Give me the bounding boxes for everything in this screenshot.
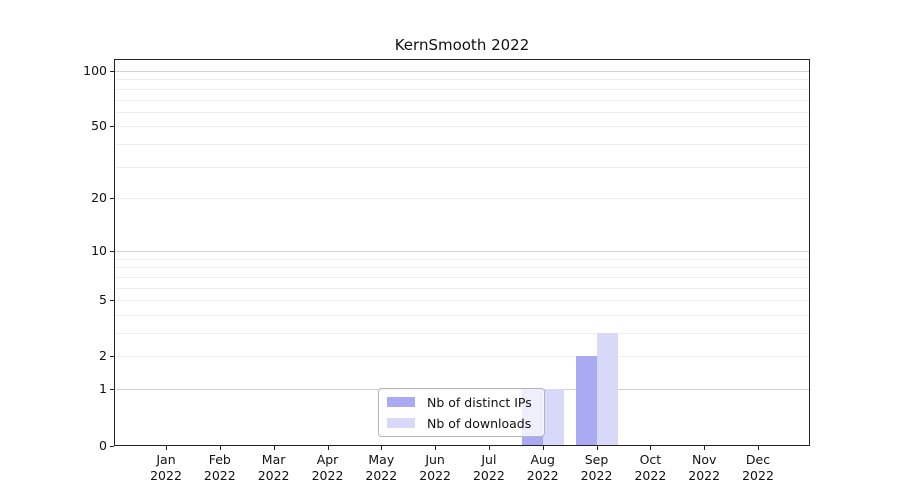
x-tick-year: 2022 [150,468,182,483]
x-tick-year: 2022 [580,468,613,483]
x-tick [327,446,329,450]
gridline-minor [115,287,809,289]
x-tick-month: Aug [530,452,555,467]
gridline-minor [115,356,809,358]
legend: Nb of distinct IPs Nb of downloads [378,388,545,437]
bar-nb-of-distinct-ips-sep [575,356,597,446]
x-tick [381,446,383,450]
y-tick-label: 10 [91,242,107,258]
x-tick-label: May 2022 [349,452,413,484]
y-tick-label: 50 [91,118,107,134]
bar-nb-of-downloads-sep [596,333,618,446]
gridline-minor [115,267,809,269]
legend-label-distinct-ips: Nb of distinct IPs [427,394,532,410]
gridline-minor [115,258,809,260]
x-tick-year: 2022 [311,468,344,483]
bar-nb-of-downloads-aug [542,389,564,446]
gridline-minor [115,88,809,90]
x-tick-year: 2022 [634,468,667,483]
x-tick [488,446,490,450]
x-tick-month: Mar [261,452,286,467]
gridline-minor [115,79,809,81]
chart-title: KernSmooth 2022 [394,36,530,54]
gridline-minor [115,166,809,168]
legend-entry-downloads: Nb of downloads [387,414,536,432]
legend-swatch-distinct-ips [387,397,415,407]
x-tick-year: 2022 [742,468,774,483]
legend-label-downloads: Nb of downloads [427,415,532,431]
legend-entry-distinct-ips: Nb of distinct IPs [387,393,536,411]
gridline-major [115,70,809,72]
x-tick [219,446,221,450]
x-tick-year: 2022 [419,468,451,483]
x-tick-month: Nov [691,452,717,467]
x-tick-year: 2022 [257,468,290,483]
x-tick-month: Apr [316,452,339,467]
x-tick-month: Feb [208,452,231,467]
y-tick [110,250,114,252]
y-tick [110,198,114,200]
y-tick-label: 100 [83,62,107,78]
y-tick-label: 0 [99,437,107,453]
x-tick [704,446,706,450]
gridline-minor [115,300,809,302]
x-tick-month: Oct [639,452,662,467]
x-tick-year: 2022 [526,468,559,483]
x-tick-year: 2022 [472,468,505,483]
x-tick-month: May [368,452,395,467]
x-tick-year: 2022 [203,468,236,483]
gridline-minor [115,99,809,101]
gridline-minor [115,144,809,146]
x-tick [758,446,759,450]
y-tick [110,70,114,72]
x-tick-year: 2022 [688,468,721,483]
y-tick [110,356,114,358]
x-tick-label: Feb 2022 [188,452,252,484]
y-tick-label: 20 [91,190,107,206]
y-tick-label: 2 [99,348,107,364]
gridline-minor [115,111,809,113]
x-tick-label: Dec 2022 [726,452,790,484]
gridline-minor [115,333,809,334]
x-tick-month: Dec [745,452,771,467]
x-tick-label: Jan 2022 [134,452,198,484]
x-tick-month: Jun [425,452,445,467]
x-tick-year: 2022 [365,468,398,483]
gridline-minor [115,126,809,128]
x-tick [166,446,167,450]
x-tick-month: Sep [584,452,609,467]
gridline-minor [115,198,809,200]
y-tick-label: 5 [99,292,107,308]
x-tick-label: Oct 2022 [618,452,682,484]
y-tick [110,126,114,128]
y-tick-label: 1 [99,381,107,397]
x-tick-label: Jul 2022 [457,452,521,484]
x-tick [273,446,275,450]
x-tick [596,446,598,450]
gridline-minor [115,314,809,316]
y-tick [110,445,114,447]
x-tick-month: Jan [156,452,176,467]
gridline-major [115,250,809,252]
x-tick [542,446,544,450]
x-tick-label: Aug 2022 [511,452,575,484]
x-tick [435,446,437,450]
x-tick [650,446,652,450]
y-tick [110,300,114,302]
legend-swatch-downloads [387,418,415,428]
gridline-minor [115,276,809,278]
x-tick-label: Sep 2022 [565,452,629,484]
x-tick-month: Jul [481,452,497,467]
x-tick-label: Jun 2022 [403,452,467,484]
x-tick-label: Nov 2022 [672,452,736,484]
y-tick [110,389,114,391]
x-tick-label: Apr 2022 [296,452,360,484]
x-tick-label: Mar 2022 [242,452,306,484]
